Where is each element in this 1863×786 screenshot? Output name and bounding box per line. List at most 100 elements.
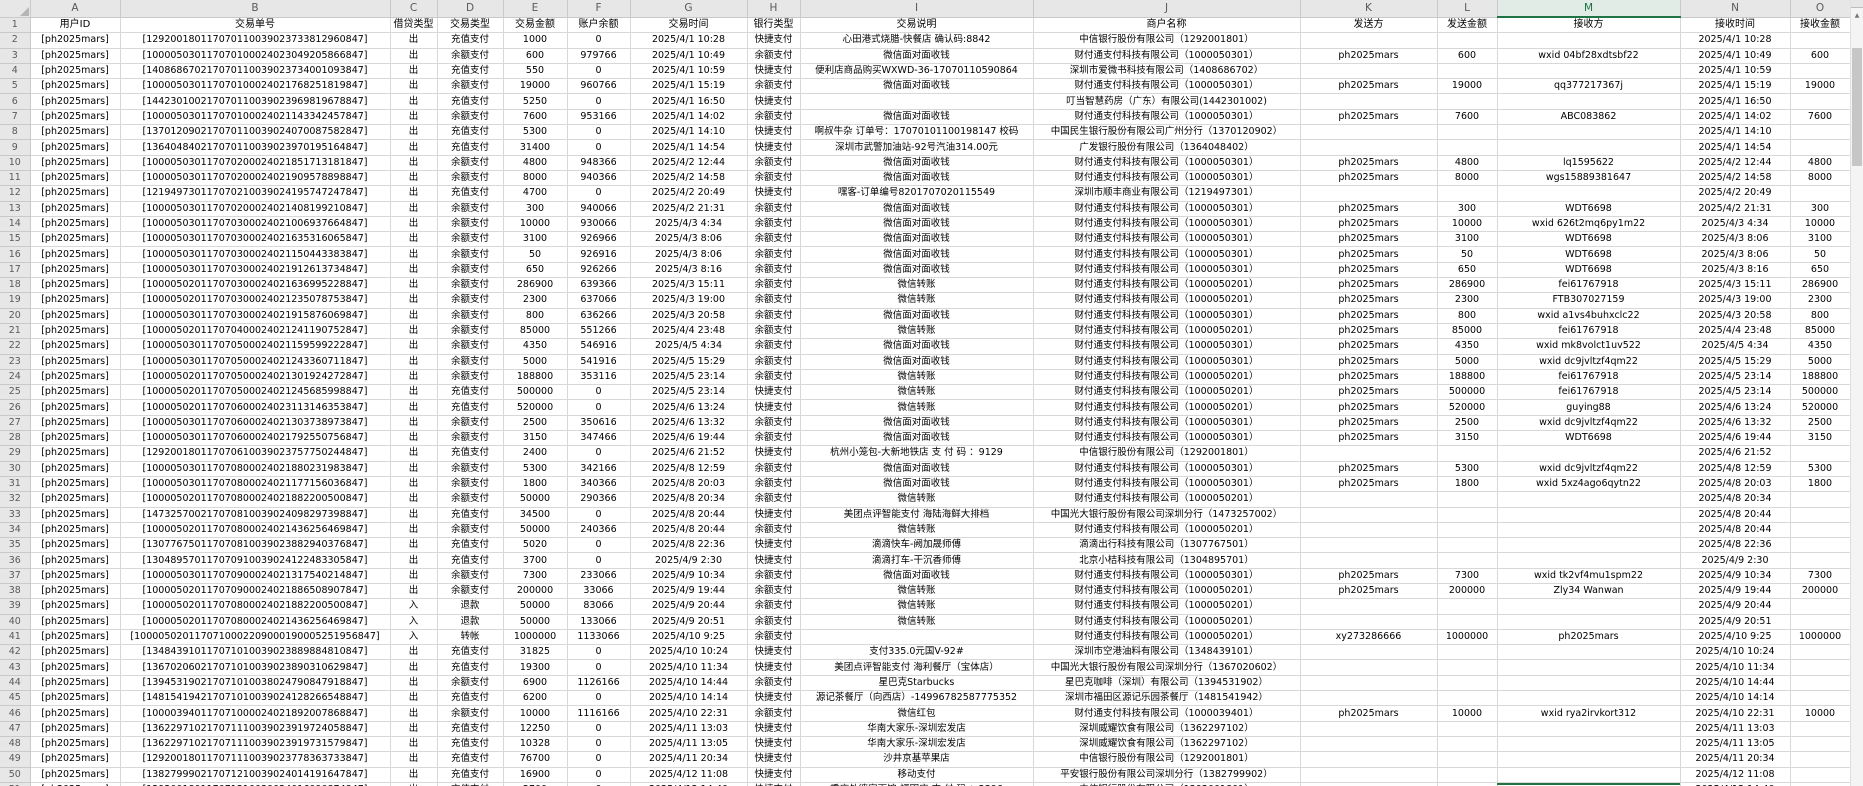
cell-A51[interactable]: [ph2025mars] [30,782,121,786]
cell-I25[interactable]: 微信转账 [800,384,1034,401]
cell-D10[interactable]: 余额支付 [437,155,504,171]
cell-C12[interactable]: 出 [390,185,438,202]
cell-G23[interactable]: 2025/4/5 15:29 [630,354,748,370]
cell-L43[interactable] [1437,659,1498,676]
cell-K49[interactable] [1300,751,1438,768]
cell-L49[interactable] [1437,751,1498,768]
cell-N44[interactable]: 2025/4/10 14:44 [1680,675,1791,692]
cell-G2[interactable]: 2025/4/1 10:28 [630,32,748,49]
cell-O2[interactable] [1790,32,1850,49]
scrollbar-split-handle[interactable] [1851,0,1863,8]
cell-I44[interactable]: 星巴克Starbucks [800,675,1034,692]
cell-B17[interactable]: [100005030117070300024021912613734847] [120,262,391,279]
cell-K43[interactable] [1300,659,1438,676]
cell-C26[interactable]: 出 [390,399,438,416]
cell-J19[interactable]: 财付通支付科技有限公司（1000050201） [1033,292,1301,309]
cell-D34[interactable]: 余额支付 [437,522,504,539]
cell-O51[interactable] [1790,782,1850,786]
cell-H35[interactable]: 快捷支付 [747,537,801,554]
cell-A45[interactable]: [ph2025mars] [30,690,121,707]
row-header-31[interactable]: 31 [0,476,31,493]
cell-O38[interactable]: 200000 [1790,583,1850,600]
cell-E28[interactable]: 3150 [503,430,568,447]
cell-L27[interactable]: 2500 [1437,415,1498,432]
cell-F26[interactable]: 0 [567,399,631,416]
row-header-26[interactable]: 26 [0,399,31,416]
cell-J40[interactable]: 财付通支付科技有限公司（1000050201） [1033,614,1301,630]
cell-L14[interactable]: 10000 [1437,216,1498,233]
cell-C18[interactable]: 出 [390,277,438,294]
cell-L48[interactable] [1437,736,1498,753]
cell-N32[interactable]: 2025/4/8 20:34 [1680,491,1791,508]
cell-E49[interactable]: 76700 [503,751,568,768]
cell-K40[interactable] [1300,614,1438,630]
cell-H27[interactable]: 余额支付 [747,415,801,432]
cell-M13[interactable]: WDT6698 [1497,201,1681,217]
cell-N9[interactable]: 2025/4/1 14:54 [1680,139,1791,156]
cell-D16[interactable]: 余额支付 [437,246,504,263]
cell-K30[interactable]: ph2025mars [1300,461,1438,477]
cell-O46[interactable]: 10000 [1790,705,1850,722]
cell-I40[interactable]: 微信转账 [800,614,1034,630]
cell-H29[interactable]: 快捷支付 [747,445,801,462]
cell-N12[interactable]: 2025/4/2 20:49 [1680,185,1791,202]
cell-N37[interactable]: 2025/4/9 10:34 [1680,568,1791,584]
row-header-33[interactable]: 33 [0,507,31,523]
cell-M38[interactable]: Zly34 Wanwan [1497,583,1681,600]
cell-E40[interactable]: 50000 [503,614,568,630]
cell-J24[interactable]: 财付通支付科技有限公司（1000050201） [1033,369,1301,386]
row-header-1[interactable]: 1 [0,17,31,34]
cell-F31[interactable]: 340366 [567,476,631,493]
cell-A33[interactable]: [ph2025mars] [30,507,121,523]
cell-M27[interactable]: wxid dc9jvltzf4qm22 [1497,415,1681,432]
cell-G37[interactable]: 2025/4/9 10:34 [630,568,748,584]
cell-H4[interactable]: 快捷支付 [747,63,801,80]
cell-J26[interactable]: 财付通支付科技有限公司（1000050201） [1033,399,1301,416]
column-header-N[interactable]: N [1680,0,1791,18]
cell-C35[interactable]: 出 [390,537,438,554]
row-header-9[interactable]: 9 [0,139,31,156]
cell-J37[interactable]: 财付通支付科技有限公司（1000050301） [1033,568,1301,584]
cell-I45[interactable]: 源记茶餐厅（向西店）-14996782587775352 [800,690,1034,707]
cell-H47[interactable]: 快捷支付 [747,721,801,737]
cell-J42[interactable]: 深圳市空港油料有限公司（1348439101） [1033,644,1301,661]
row-header-37[interactable]: 37 [0,568,31,584]
cell-I38[interactable]: 微信转账 [800,583,1034,600]
cell-N40[interactable]: 2025/4/9 20:51 [1680,614,1791,630]
cell-H39[interactable]: 余额支付 [747,598,801,615]
cell-O32[interactable] [1790,491,1850,508]
cell-I28[interactable]: 微信面对面收钱 [800,430,1034,447]
cell-A36[interactable]: [ph2025mars] [30,552,121,569]
cell-O3[interactable]: 600 [1790,48,1850,64]
cell-K11[interactable]: ph2025mars [1300,170,1438,187]
row-header-50[interactable]: 50 [0,767,31,783]
cell-M25[interactable]: fei61767918 [1497,384,1681,401]
cell-O18[interactable]: 286900 [1790,277,1850,294]
row-header-8[interactable]: 8 [0,124,31,141]
cell-K22[interactable]: ph2025mars [1300,338,1438,355]
row-header-20[interactable]: 20 [0,308,31,324]
cell-D25[interactable]: 充值支付 [437,384,504,401]
cell-A50[interactable]: [ph2025mars] [30,767,121,783]
cell-C31[interactable]: 出 [390,476,438,493]
cell-J11[interactable]: 财付通支付科技有限公司（1000050301） [1033,170,1301,187]
column-header-E[interactable]: E [503,0,568,18]
cell-J48[interactable]: 深圳威耀饮食有限公司（1362297102） [1033,736,1301,753]
cell-K42[interactable] [1300,644,1438,661]
cell-G40[interactable]: 2025/4/9 20:51 [630,614,748,630]
cell-D49[interactable]: 充值支付 [437,751,504,768]
cell-C39[interactable]: 入 [390,598,438,615]
cell-N35[interactable]: 2025/4/8 22:36 [1680,537,1791,554]
cell-L15[interactable]: 3100 [1437,231,1498,248]
cell-L20[interactable]: 800 [1437,308,1498,324]
column-header-I[interactable]: I [800,0,1034,18]
cell-D33[interactable]: 充值支付 [437,507,504,523]
cell-D29[interactable]: 充值支付 [437,445,504,462]
cell-F33[interactable]: 0 [567,507,631,523]
cell-E16[interactable]: 50 [503,246,568,263]
row-header-47[interactable]: 47 [0,721,31,737]
cell-F6[interactable]: 0 [567,93,631,110]
cell-C36[interactable]: 出 [390,552,438,569]
cell-C50[interactable]: 出 [390,767,438,783]
column-header-J[interactable]: J [1033,0,1301,18]
